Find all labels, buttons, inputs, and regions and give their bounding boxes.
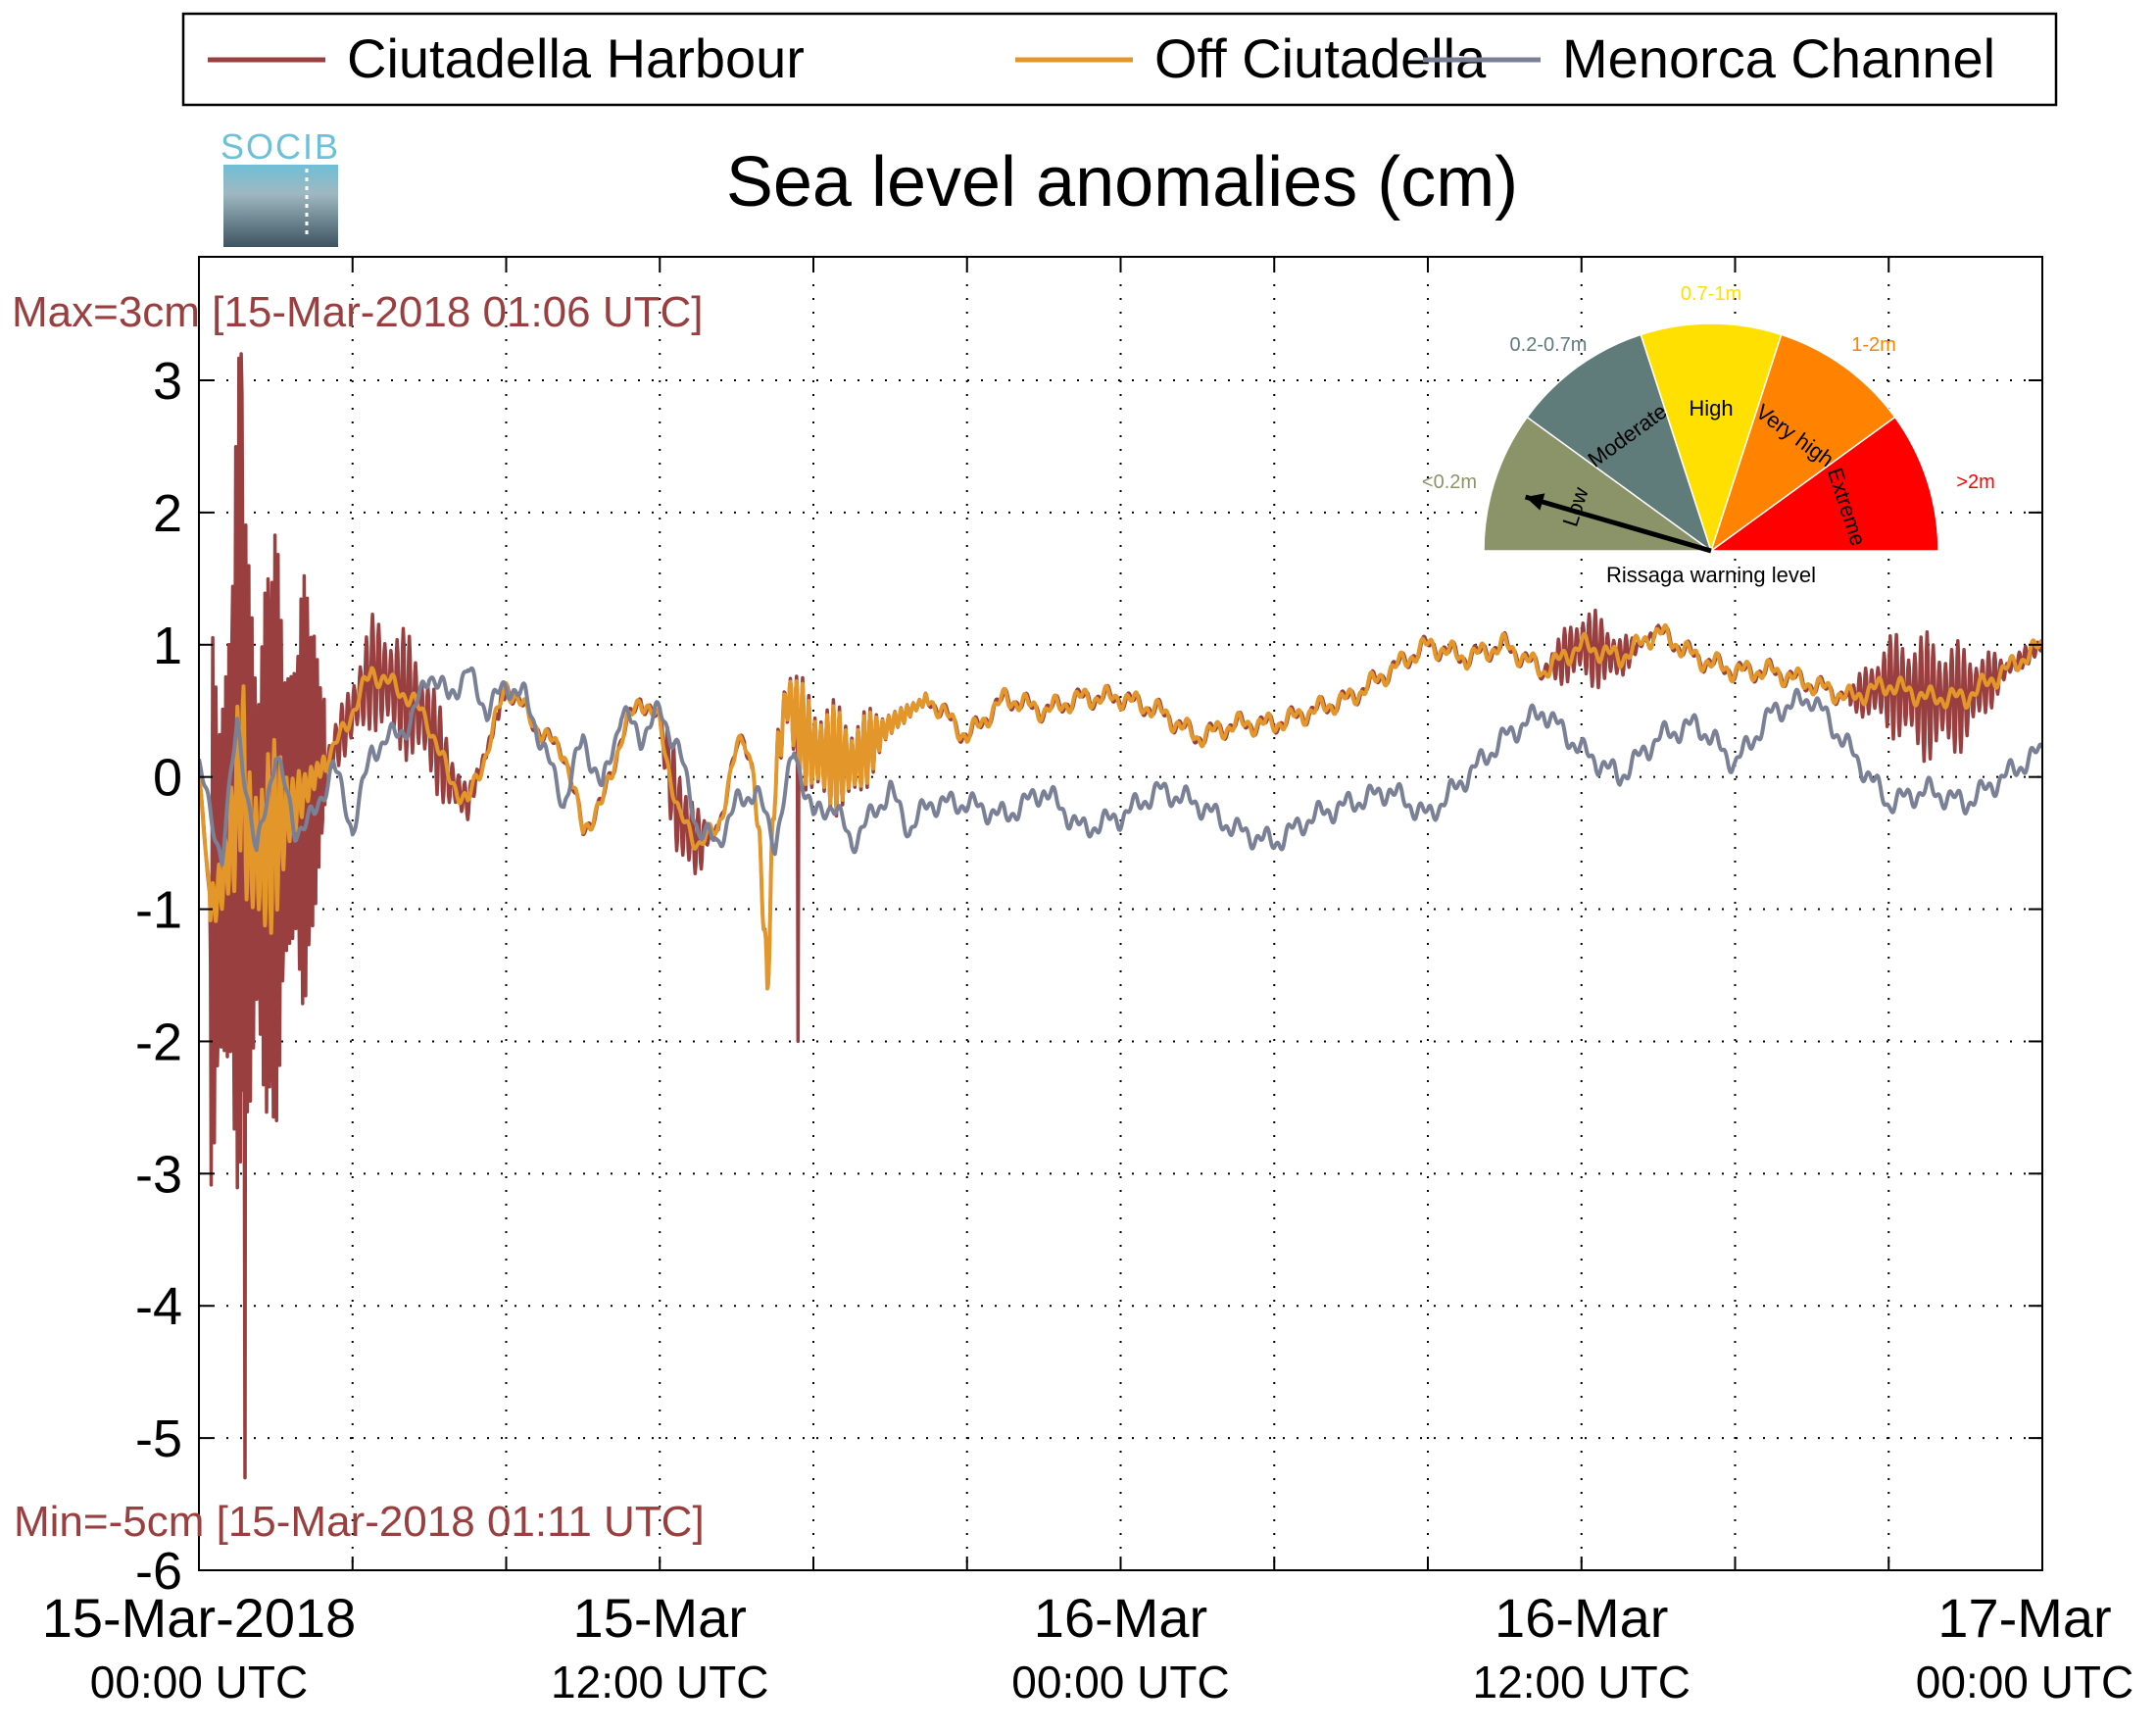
x-tick-date: 15-Mar — [573, 1587, 747, 1649]
x-tick-date: 15-Mar-2018 — [42, 1587, 357, 1649]
x-tick-date: 16-Mar — [1494, 1587, 1668, 1649]
gauge-range-label-0: <0.2m — [1422, 471, 1477, 493]
y-tick-label: -5 — [135, 1410, 182, 1468]
socib-logo: SOCIB — [220, 126, 340, 247]
legend-label-0: Ciutadella Harbour — [347, 27, 805, 89]
y-tick-label: -4 — [135, 1277, 182, 1336]
min-annotation: Min=-5cm [15-Mar-2018 01:11 UTC] — [14, 1498, 705, 1546]
gauge-segment-1 — [1526, 333, 1713, 553]
logo-text: SOCIB — [220, 126, 340, 167]
chart-title: Sea level anomalies (cm) — [726, 143, 1518, 222]
logo-block — [223, 165, 338, 247]
x-tick-time: 00:00 UTC — [1011, 1657, 1229, 1707]
y-tick-label: 2 — [153, 484, 182, 543]
x-tick-time: 12:00 UTC — [1473, 1657, 1690, 1707]
x-tick-time: 00:00 UTC — [1916, 1657, 2133, 1707]
gauge-segment-2 — [1640, 322, 1783, 554]
x-tick-date: 16-Mar — [1034, 1587, 1207, 1649]
gauge-range-label-4: >2m — [1956, 471, 1994, 493]
gauge-segment-0 — [1483, 416, 1714, 552]
gauge-range-label-1: 0.2-0.7m — [1510, 334, 1588, 356]
legend-label-2: Menorca Channel — [1562, 27, 1995, 89]
legend: Ciutadella Harbour Off Ciutadella Menorca … — [181, 12, 2058, 107]
x-tick-time: 00:00 UTC — [90, 1657, 308, 1707]
x-tick-date: 17-Mar — [1937, 1587, 2111, 1649]
gauge-segment-label-2: High — [1689, 396, 1733, 421]
y-tick-label: -3 — [135, 1145, 182, 1204]
series-line-menorca-channel — [199, 666, 2042, 867]
gauge-needle — [1524, 494, 1712, 554]
gauge-needle-head — [1525, 493, 1545, 511]
gauge-segment-3 — [1709, 333, 1896, 553]
y-tick-label: 0 — [153, 749, 182, 808]
y-tick-label: 1 — [153, 617, 182, 675]
gauge-range-label-3: 1-2m — [1851, 334, 1896, 356]
x-tick-time: 12:00 UTC — [551, 1657, 768, 1707]
max-annotation: Max=3cm [15-Mar-2018 01:06 UTC] — [12, 288, 704, 336]
gauge-title: Rissaga warning level — [1606, 563, 1816, 587]
y-tick-label: -2 — [135, 1013, 182, 1071]
gauge-range-label-2: 0.7-1m — [1681, 283, 1741, 305]
gauge-segment-4 — [1708, 416, 1939, 552]
y-tick-label: 3 — [153, 352, 182, 411]
y-tick-label: -1 — [135, 881, 182, 940]
y-tick-label: -6 — [135, 1542, 182, 1601]
